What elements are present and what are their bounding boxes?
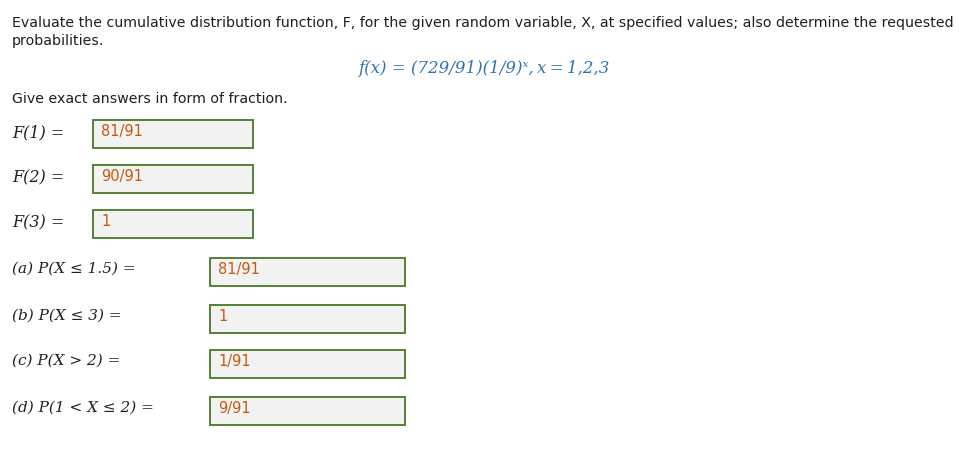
Text: (a) P(X ≤ 1.5) =: (a) P(X ≤ 1.5) = [12, 262, 135, 276]
Text: 81/91: 81/91 [218, 262, 260, 277]
FancyBboxPatch shape [210, 397, 405, 425]
Text: (d) P(1 < X ≤ 2) =: (d) P(1 < X ≤ 2) = [12, 401, 154, 415]
Text: 90/91: 90/91 [101, 169, 143, 184]
FancyBboxPatch shape [210, 258, 405, 286]
Text: F(3) =: F(3) = [12, 214, 64, 231]
Text: 9/91: 9/91 [218, 401, 250, 416]
FancyBboxPatch shape [93, 165, 253, 193]
Text: f(x) = (729/91)(1/9)ˣ, x = 1,2,3: f(x) = (729/91)(1/9)ˣ, x = 1,2,3 [359, 60, 609, 77]
Text: probabilities.: probabilities. [12, 34, 104, 48]
Text: 1: 1 [101, 214, 110, 229]
Text: Give exact answers in form of fraction.: Give exact answers in form of fraction. [12, 92, 287, 106]
Text: 81/91: 81/91 [101, 124, 143, 139]
FancyBboxPatch shape [93, 210, 253, 238]
Text: F(2) =: F(2) = [12, 169, 64, 186]
Text: (b) P(X ≤ 3) =: (b) P(X ≤ 3) = [12, 309, 122, 323]
Text: (c) P(X > 2) =: (c) P(X > 2) = [12, 354, 120, 368]
FancyBboxPatch shape [93, 120, 253, 148]
Text: Evaluate the cumulative distribution function, F, for the given random variable,: Evaluate the cumulative distribution fun… [12, 16, 953, 30]
FancyBboxPatch shape [210, 305, 405, 333]
Text: F(1) =: F(1) = [12, 124, 64, 141]
FancyBboxPatch shape [210, 350, 405, 378]
Text: 1/91: 1/91 [218, 354, 250, 369]
Text: 1: 1 [218, 309, 227, 324]
